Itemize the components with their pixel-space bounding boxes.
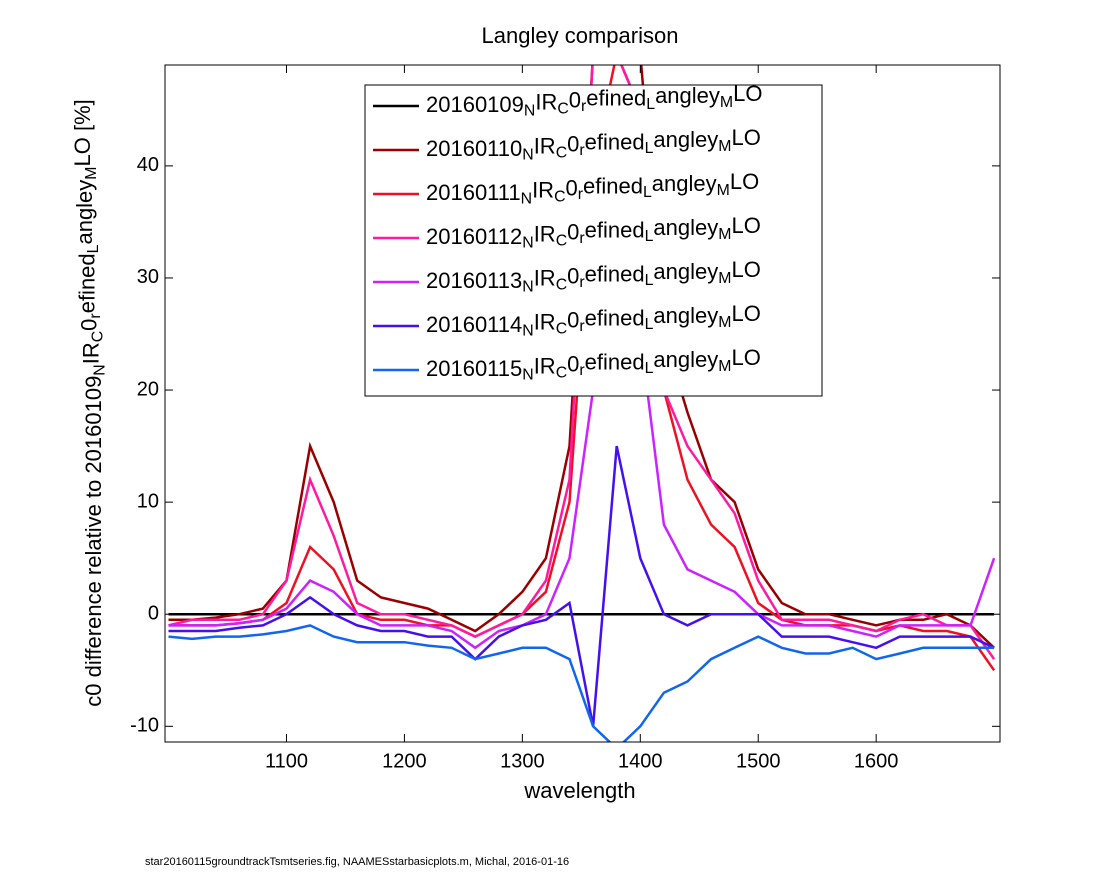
- x-tick-label: 1600: [854, 750, 899, 772]
- series-line: [168, 445, 995, 727]
- x-tick-label: 1400: [618, 750, 663, 772]
- y-tick-label: 10: [137, 490, 159, 512]
- series-line: [168, 273, 996, 650]
- legend: 20160109N​IRC​0r​efinedL​angleyM​LO20160…: [364, 81, 823, 397]
- footnote: star20160115groundtrackTsmtseries.fig, N…: [145, 856, 569, 868]
- y-tick-label: 40: [137, 154, 159, 176]
- x-tick-label: 1300: [500, 750, 545, 772]
- x-tick-label: 1500: [736, 750, 781, 772]
- series-line: [168, 624, 995, 742]
- y-tick-label: 20: [137, 378, 159, 400]
- legend-box: [364, 84, 823, 397]
- x-tick-label: 1100: [265, 750, 308, 772]
- y-tick-label: -10: [130, 715, 159, 737]
- x-axis-label: wavelength: [523, 778, 635, 803]
- axes-box: [164, 64, 1001, 743]
- x-tick-label: 1200: [382, 750, 427, 772]
- y-tick-label: 0: [148, 603, 159, 625]
- chart-title: Langley comparison: [482, 23, 679, 48]
- y-tick-label: 30: [137, 266, 159, 288]
